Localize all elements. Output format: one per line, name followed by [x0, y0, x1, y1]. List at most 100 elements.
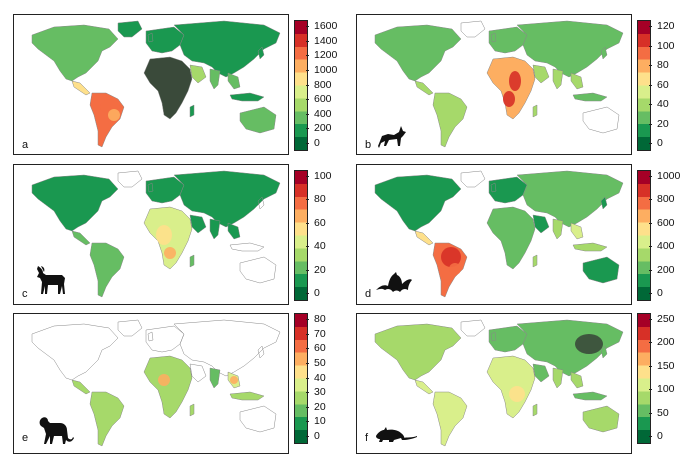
colorbar-tick-label: 1400	[314, 34, 338, 47]
colorbar-tick-label: 0	[314, 137, 320, 149]
hotspot-patch	[509, 71, 521, 91]
colorbar-tick-label: 600	[314, 93, 332, 106]
landmass-northAmerica	[374, 174, 462, 232]
colorbar-tick-mark	[306, 84, 309, 86]
colorbar-tick-mark	[649, 269, 652, 271]
hotspot-patch	[449, 263, 461, 275]
colorbar-tick-label: 1200	[314, 49, 338, 62]
panel-letter-d: d	[365, 288, 372, 300]
landmass-madagascar	[189, 104, 195, 118]
landmass-southAmerica	[89, 391, 125, 447]
world-map-svg	[31, 170, 281, 298]
colorbar-tick-mark	[649, 222, 652, 224]
world-map-svg	[374, 170, 624, 298]
colorbar-f	[637, 313, 651, 444]
landmass-uk	[147, 331, 154, 342]
colorbar-c	[294, 170, 308, 301]
colorbar-tick-mark	[306, 362, 309, 364]
colorbar-tick-mark	[306, 392, 309, 394]
landmass-europe	[145, 26, 185, 54]
colorbar-tick-mark	[306, 436, 309, 437]
landmass-greenland	[460, 319, 486, 337]
world-map-svg	[31, 20, 281, 148]
landmass-madagascar	[532, 403, 538, 417]
landmass-centralAmerica	[71, 230, 91, 246]
panel-letter-b: b	[365, 139, 372, 151]
landmass-centralAmerica	[71, 80, 91, 96]
colorbar-tick-label: 0	[657, 430, 663, 442]
colorbar-tick-mark	[306, 199, 309, 201]
colorbar-tick-label: 0	[657, 287, 663, 299]
landmass-australia	[239, 256, 277, 284]
landmass-uk	[147, 182, 154, 193]
colorbar-tick-label: 80	[314, 313, 326, 325]
landmass-northAmerica	[31, 174, 119, 232]
world-map-a	[13, 14, 289, 155]
landmass-japan	[600, 345, 608, 359]
colorbar-tick-mark	[306, 176, 309, 177]
hotspot-patch	[509, 386, 525, 402]
colorbar-tick-label: 100	[314, 170, 332, 182]
colorbar-tick-mark	[306, 143, 309, 144]
colorbar-e	[294, 313, 308, 444]
colorbar-tick-mark	[649, 123, 652, 125]
landmass-greenland	[117, 170, 143, 188]
colorbar-tick-label: 40	[314, 371, 326, 384]
landmass-northAmerica	[374, 24, 462, 82]
landmass-seAsia	[570, 371, 584, 389]
hotspot-patch	[158, 374, 170, 386]
landmass-africa	[486, 355, 536, 419]
colorbar-d	[637, 170, 651, 301]
colorbar-tick-mark	[649, 104, 652, 105]
landmass-india	[209, 68, 221, 90]
colorbar-tick-label: 100	[657, 383, 675, 396]
landmass-japan	[600, 196, 608, 210]
landmass-centralAmerica	[414, 230, 434, 246]
colorbar-tick-label: 80	[657, 59, 669, 71]
landmass-india	[209, 367, 221, 389]
colorbar-tick-label: 150	[657, 359, 675, 372]
landmass-greenland	[460, 170, 486, 188]
panel-letter-c: c	[22, 288, 28, 300]
landmass-uk	[490, 182, 497, 193]
landmass-centralAmerica	[414, 80, 434, 96]
world-map-c	[13, 164, 289, 305]
colorbar-tick-mark	[649, 365, 652, 367]
landmass-seAsia	[570, 72, 584, 90]
colorbar-a	[294, 20, 308, 151]
landmass-madagascar	[532, 254, 538, 268]
colorbar-tick-mark	[306, 222, 309, 224]
landmass-northAmerica	[31, 323, 119, 381]
hotspot-patch	[108, 109, 120, 121]
landmass-southAmerica	[432, 391, 468, 447]
colorbar-tick-label: 20	[314, 400, 326, 413]
colorbar-tick-mark	[649, 319, 652, 320]
colorbar-tick-label: 20	[657, 117, 669, 130]
landmass-indonesia	[229, 92, 265, 102]
landmass-india	[209, 218, 221, 240]
world-map-svg	[31, 319, 281, 447]
colorbar-tick-mark	[306, 377, 309, 379]
colorbar-tick-mark	[306, 269, 309, 271]
landmass-indonesia	[572, 391, 608, 401]
colorbar-tick-mark	[649, 143, 652, 144]
landmass-australia	[582, 405, 620, 433]
colorbar-tick-mark	[649, 199, 652, 201]
colorbar-tick-mark	[306, 293, 309, 294]
colorbar-tick-mark	[649, 342, 652, 344]
colorbar-tick-mark	[306, 348, 309, 350]
colorbar-tick-mark	[306, 113, 309, 115]
colorbar-tick-mark	[306, 333, 309, 335]
landmass-uk	[490, 331, 497, 342]
landmass-arabia	[189, 363, 207, 383]
landmass-australia	[239, 405, 277, 433]
colorbar-tick-label: 60	[314, 216, 326, 229]
colorbar-tick-label: 800	[314, 78, 332, 91]
colorbar-tick-mark	[306, 128, 309, 130]
landmass-uk	[147, 32, 154, 43]
colorbar-tick-label: 80	[314, 193, 326, 206]
landmass-indonesia	[572, 92, 608, 102]
panel-letter-a: a	[22, 139, 29, 151]
landmass-northAmerica	[374, 323, 462, 381]
landmass-greenland	[117, 319, 143, 337]
